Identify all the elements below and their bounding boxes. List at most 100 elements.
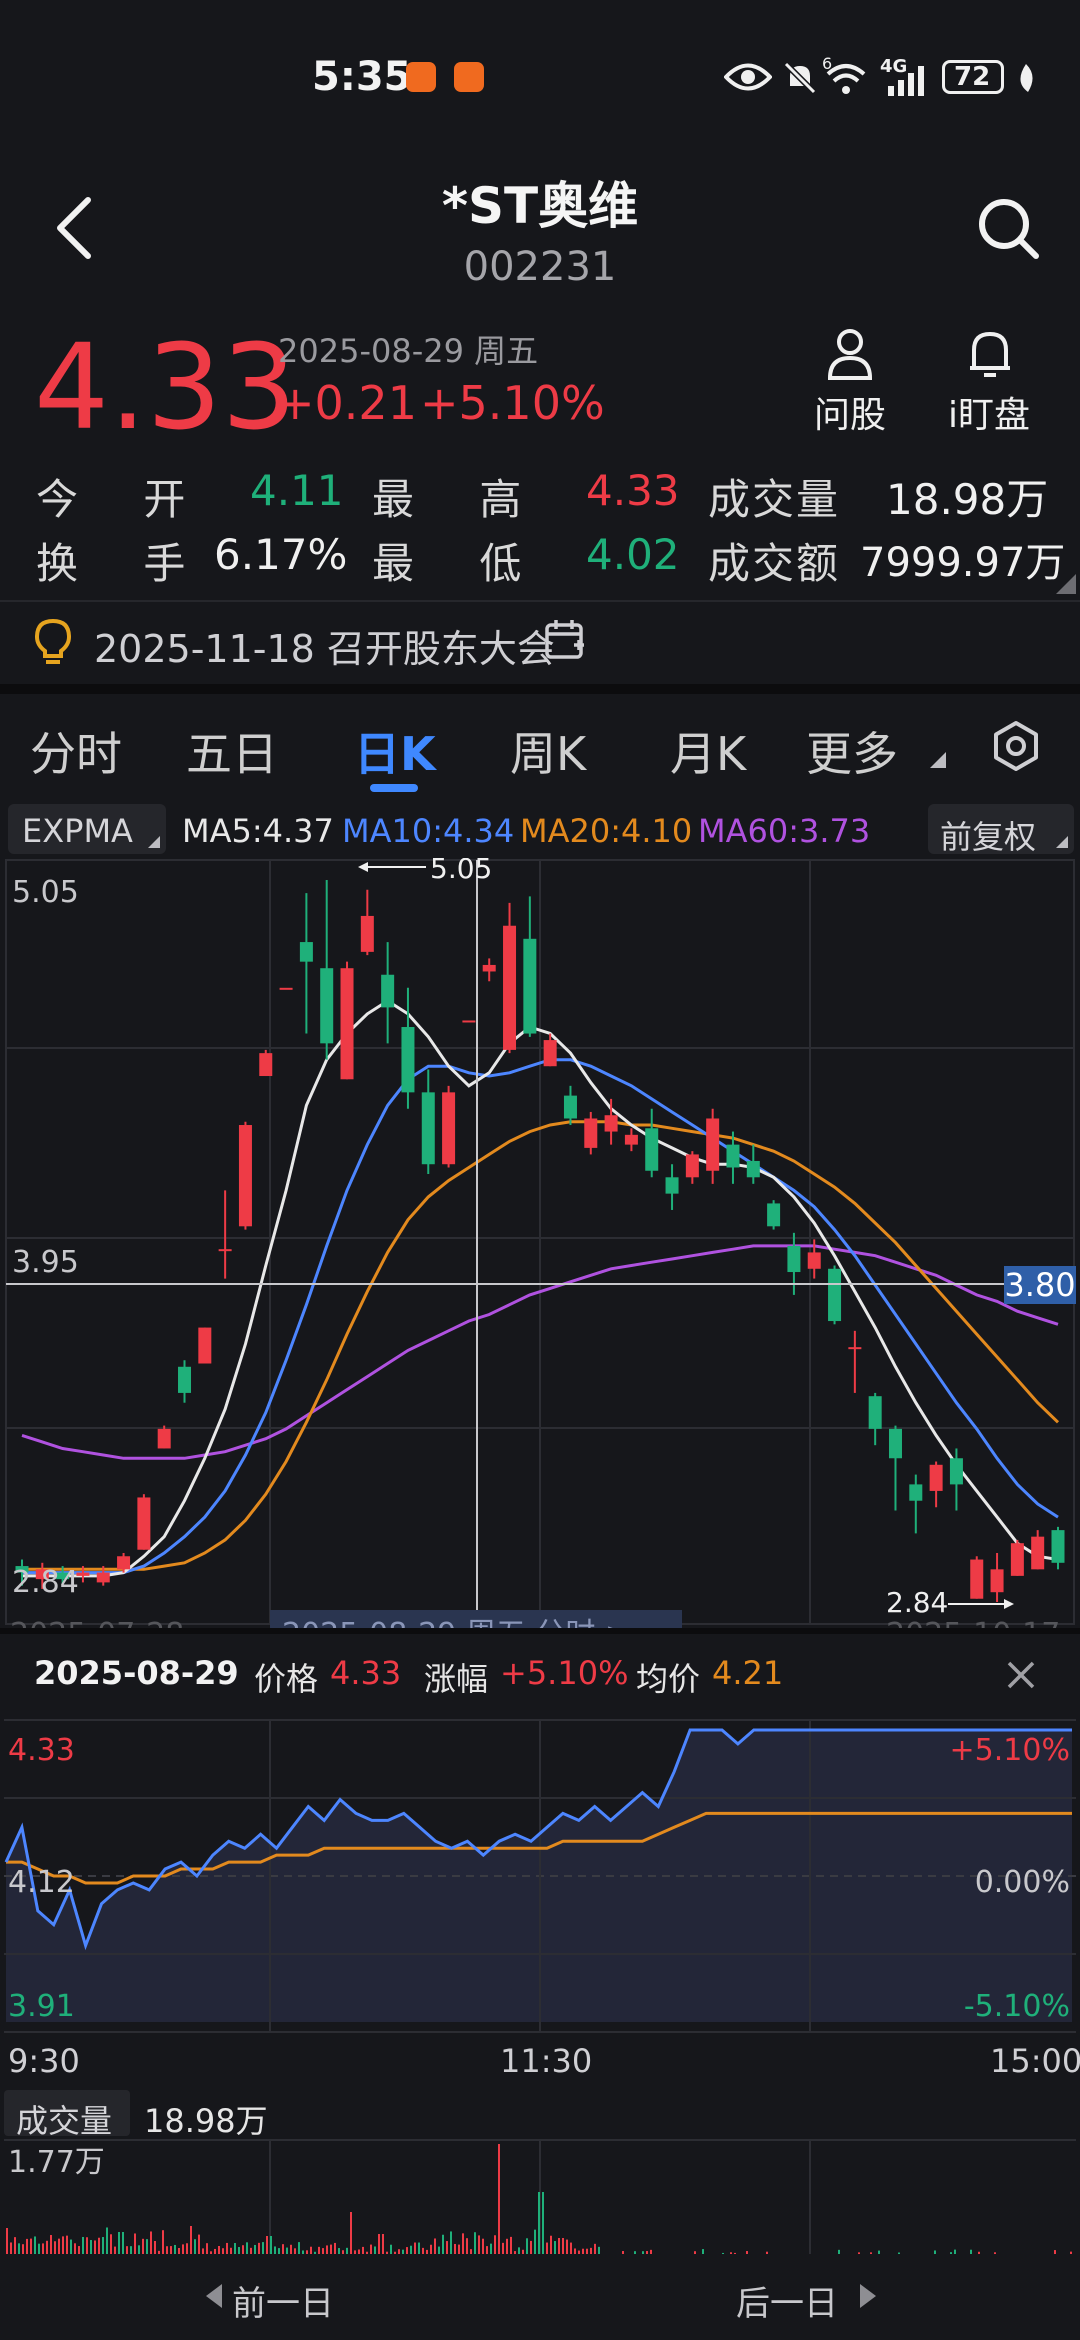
volume-bar <box>482 2238 484 2254</box>
crosshair-price-box <box>1004 1266 1076 1304</box>
volume-bar <box>370 2244 372 2254</box>
intraday-avg-label: 均价 <box>636 1660 701 1698</box>
calendar-add-icon[interactable] <box>544 618 586 660</box>
notice-text: 2025-11-18 召开股东大会 <box>94 627 555 671</box>
candle-body <box>563 1095 577 1119</box>
notice-bar[interactable]: 2025-11-18 召开股东大会 <box>0 604 1080 680</box>
volume-bar <box>94 2240 96 2254</box>
volume-bar <box>34 2236 36 2254</box>
next-day-label: 后一日 <box>736 2284 838 2324</box>
volume-bar <box>646 2251 648 2254</box>
candle-body <box>421 1092 435 1165</box>
volume-bar <box>1054 2250 1056 2254</box>
expand-corner-icon[interactable] <box>1056 574 1076 594</box>
candle-body <box>848 1347 862 1350</box>
prev-day-button[interactable]: 前一日 <box>200 2270 360 2326</box>
amount-label: 成交额 <box>708 539 841 588</box>
volume-bar <box>110 2234 112 2254</box>
ask-stock-label: 问股 <box>814 395 887 436</box>
tab-more[interactable]: 更多 <box>806 727 898 781</box>
volume-bar <box>266 2236 268 2254</box>
volume-bar <box>390 2244 392 2254</box>
avg-price-line <box>6 1811 1072 1885</box>
crosshair-date-box[interactable] <box>270 1610 682 1628</box>
expma-selector[interactable]: EXPMA <box>8 804 166 854</box>
volume-bar <box>422 2247 424 2254</box>
volume-bar <box>574 2248 576 2254</box>
volume-bar <box>202 2248 204 2254</box>
watch-button[interactable]: i盯盘 <box>930 328 1050 438</box>
volume-bar <box>534 2229 536 2254</box>
adjust-selector[interactable]: 前复权 <box>928 804 1074 856</box>
volume-bar <box>154 2240 156 2254</box>
volume-bar <box>66 2235 68 2254</box>
volume-bar <box>430 2244 432 2254</box>
intraday-pct-bottom: -5.10% <box>964 1989 1070 2024</box>
tab-intraday[interactable]: 分时 <box>30 727 122 781</box>
prev-day-label: 前一日 <box>232 2284 334 2324</box>
volume-bar <box>510 2236 512 2254</box>
stock-code: 002231 <box>463 244 617 290</box>
min-price-marker: 2.84 <box>886 1586 948 1619</box>
volume-bar <box>546 2242 548 2254</box>
candle-body <box>990 1569 1004 1593</box>
high-label: 最 高 <box>372 475 548 524</box>
volume-bar <box>766 2251 768 2254</box>
volume-bar <box>426 2249 428 2254</box>
volume-bar <box>242 2245 244 2254</box>
volume-bar <box>970 2249 972 2254</box>
tab-monthly-k[interactable]: 月K <box>670 727 747 781</box>
volume-bar <box>118 2232 120 2254</box>
back-icon[interactable] <box>52 196 96 260</box>
volume-bar <box>306 2250 308 2254</box>
tab-five-day[interactable]: 五日 <box>186 727 278 781</box>
volume-bar <box>190 2226 192 2254</box>
volume-bar <box>366 2251 368 2254</box>
volume-bar <box>350 2212 352 2254</box>
intraday-price-value: 4.33 <box>330 1654 402 1692</box>
volume-bar <box>498 2144 500 2254</box>
volume-bar <box>950 2252 952 2254</box>
volume-bar <box>550 2235 552 2254</box>
candle-body <box>401 1027 415 1093</box>
volume-bar <box>734 2252 736 2254</box>
volume-bar <box>538 2192 540 2254</box>
candle-body <box>970 1559 984 1599</box>
volume-bar <box>622 2251 624 2254</box>
volume-selector[interactable]: 成交量 <box>4 2090 130 2140</box>
candle-body <box>462 1020 476 1023</box>
kline-chart[interactable]: 5.05 3.95 2.84 3.80 5.05 2.84 2025-07-28… <box>0 858 1080 1628</box>
intraday-chart[interactable]: 4.33 4.12 3.91 +5.10% 0.00% -5.10% <box>0 1718 1080 2034</box>
search-icon[interactable] <box>976 196 1040 260</box>
volume-bar <box>466 2238 468 2254</box>
volume-bar <box>418 2242 420 2254</box>
close-icon[interactable] <box>1006 1660 1036 1690</box>
volume-bar <box>46 2240 48 2254</box>
candle-body <box>178 1366 192 1393</box>
ask-stock-button[interactable]: 问股 <box>800 328 900 438</box>
amount-value: 7999.97万 <box>860 540 1066 586</box>
volume-bar <box>442 2234 444 2254</box>
volume-bar <box>878 2250 880 2254</box>
crosshair-date[interactable]: 2025-08-29 周五 分时 > <box>282 1617 630 1628</box>
volume-bar <box>218 2245 220 2254</box>
volume-bar <box>166 2246 168 2254</box>
volume-bar <box>462 2233 464 2254</box>
candle-body <box>665 1177 679 1194</box>
price-line <box>4 1728 1072 1951</box>
ma20-line <box>22 1120 1060 1571</box>
next-day-button[interactable]: 后一日 <box>736 2270 896 2326</box>
lightbulb-icon <box>34 618 72 664</box>
settings-icon[interactable] <box>990 720 1042 772</box>
candle-body <box>909 1484 923 1501</box>
tab-daily-k[interactable]: 日K <box>354 727 436 781</box>
ma5-line <box>22 999 1059 1578</box>
volume-bar <box>578 2250 580 2254</box>
candle-body <box>1010 1543 1024 1576</box>
volume-bar <box>642 2251 644 2254</box>
volume-bar <box>130 2246 132 2254</box>
volume-bar <box>18 2243 20 2254</box>
x-right-date: 2025-10-17 <box>886 1617 1060 1628</box>
tab-weekly-k[interactable]: 周K <box>510 727 587 781</box>
more-dropdown-icon[interactable] <box>930 752 946 768</box>
